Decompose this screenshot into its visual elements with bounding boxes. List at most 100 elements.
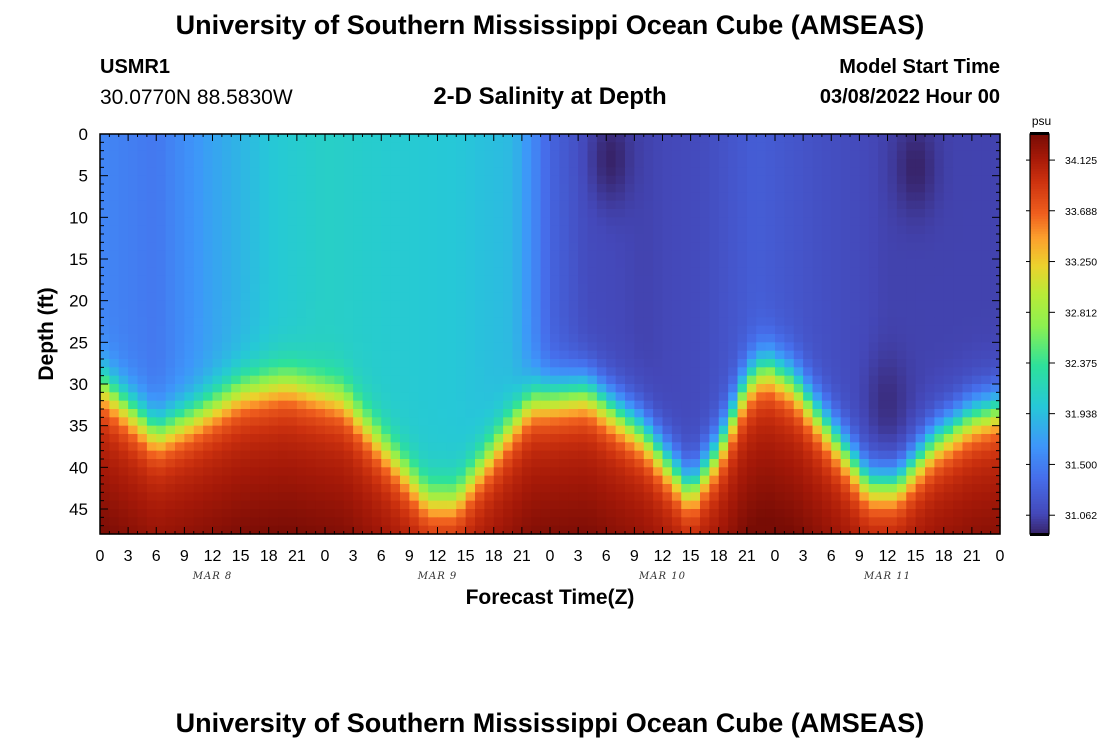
heatmap-cell bbox=[662, 417, 673, 427]
heatmap-cell bbox=[793, 442, 804, 452]
heatmap-cell bbox=[840, 425, 851, 435]
heatmap-cell bbox=[559, 400, 570, 410]
heatmap-cell bbox=[690, 334, 701, 343]
heatmap-cell bbox=[653, 225, 664, 235]
heatmap-cell bbox=[737, 492, 748, 502]
heatmap-cell bbox=[625, 242, 635, 252]
heatmap-cell bbox=[456, 467, 467, 477]
heatmap-cell bbox=[278, 367, 289, 377]
heatmap-cell bbox=[306, 317, 317, 327]
heatmap-cell bbox=[681, 359, 692, 368]
heatmap-cell bbox=[803, 334, 814, 343]
heatmap-cell bbox=[587, 367, 598, 377]
heatmap-cell bbox=[156, 242, 167, 252]
heatmap-cell bbox=[278, 150, 289, 160]
heatmap-cell bbox=[746, 259, 757, 268]
heatmap-cell bbox=[690, 259, 701, 268]
heatmap-cell bbox=[296, 134, 307, 143]
heatmap-cell bbox=[596, 517, 607, 527]
heatmap-cell bbox=[878, 325, 889, 335]
heatmap-cell bbox=[896, 500, 907, 510]
heatmap-cell bbox=[381, 434, 392, 443]
heatmap-cell bbox=[540, 509, 551, 518]
heatmap-cell bbox=[587, 275, 598, 285]
heatmap-cell bbox=[625, 134, 635, 143]
heatmap-cell bbox=[671, 259, 682, 268]
heatmap-cell bbox=[953, 317, 964, 327]
heatmap-cell bbox=[550, 375, 560, 385]
heatmap-cell bbox=[128, 342, 139, 352]
heatmap-cell bbox=[662, 409, 673, 418]
heatmap-cell bbox=[896, 467, 907, 477]
heatmap-cell bbox=[953, 300, 964, 310]
heatmap-cell bbox=[831, 400, 842, 410]
heatmap-cell bbox=[803, 400, 814, 410]
heatmap-cell bbox=[578, 334, 589, 343]
heatmap-cell bbox=[887, 150, 898, 160]
heatmap-cell bbox=[681, 267, 692, 277]
heatmap-cell bbox=[803, 317, 814, 327]
heatmap-cell bbox=[990, 242, 1001, 252]
heatmap-cell bbox=[850, 175, 860, 185]
heatmap-cell bbox=[971, 350, 982, 360]
heatmap-cell bbox=[268, 209, 279, 218]
heatmap-cell bbox=[550, 450, 560, 460]
heatmap-cell bbox=[456, 284, 467, 293]
heatmap-cell bbox=[362, 317, 373, 327]
heatmap-cell bbox=[578, 517, 589, 527]
heatmap-cell bbox=[971, 525, 982, 535]
heatmap-cell bbox=[212, 434, 223, 443]
heatmap-cell bbox=[746, 400, 757, 410]
heatmap-cell bbox=[418, 159, 429, 168]
heatmap-cell bbox=[662, 292, 673, 302]
heatmap-cell bbox=[887, 475, 898, 485]
heatmap-cell bbox=[925, 225, 935, 235]
heatmap-cell bbox=[887, 259, 898, 268]
heatmap-cell bbox=[775, 259, 785, 268]
heatmap-cell bbox=[221, 292, 232, 302]
heatmap-cell bbox=[268, 250, 279, 260]
heatmap-cell bbox=[250, 142, 260, 152]
heatmap-cell bbox=[137, 309, 148, 318]
heatmap-cell bbox=[587, 384, 598, 393]
day-label: MAR 10 bbox=[638, 571, 686, 582]
heatmap-cell bbox=[128, 425, 139, 435]
heatmap-cell bbox=[371, 259, 382, 268]
heatmap-cell bbox=[887, 334, 898, 343]
heatmap-cell bbox=[812, 350, 823, 360]
heatmap-cell bbox=[118, 342, 129, 352]
heatmap-cell bbox=[878, 392, 889, 402]
heatmap-cell bbox=[662, 150, 673, 160]
heatmap-cell bbox=[203, 134, 214, 143]
heatmap-cell bbox=[268, 175, 279, 185]
heatmap-cell bbox=[868, 150, 879, 160]
heatmap-cell bbox=[859, 234, 870, 243]
heatmap-cell bbox=[165, 259, 176, 268]
heatmap-cell bbox=[146, 392, 157, 402]
heatmap-cell bbox=[550, 484, 560, 493]
heatmap-cell bbox=[418, 450, 429, 460]
heatmap-cell bbox=[803, 467, 814, 477]
heatmap-cell bbox=[100, 242, 110, 252]
heatmap-cell bbox=[521, 409, 532, 418]
heatmap-cell bbox=[896, 334, 907, 343]
heatmap-cell bbox=[446, 167, 457, 177]
heatmap-cell bbox=[596, 450, 607, 460]
heatmap-cell bbox=[278, 175, 289, 185]
heatmap-cell bbox=[250, 267, 260, 277]
heatmap-cell bbox=[868, 509, 879, 518]
heatmap-cell bbox=[718, 375, 729, 385]
heatmap-cell bbox=[128, 284, 139, 293]
heatmap-cell bbox=[521, 284, 532, 293]
heatmap-cell bbox=[100, 284, 110, 293]
heatmap-cell bbox=[146, 517, 157, 527]
heatmap-cell bbox=[334, 350, 345, 360]
heatmap-cell bbox=[437, 134, 448, 143]
heatmap-cell bbox=[203, 250, 214, 260]
heatmap-cell bbox=[709, 259, 720, 268]
heatmap-cell bbox=[231, 500, 242, 510]
heatmap-cell bbox=[137, 234, 148, 243]
heatmap-cell bbox=[718, 425, 729, 435]
heatmap-cell bbox=[746, 509, 757, 518]
heatmap-cell bbox=[109, 225, 120, 235]
